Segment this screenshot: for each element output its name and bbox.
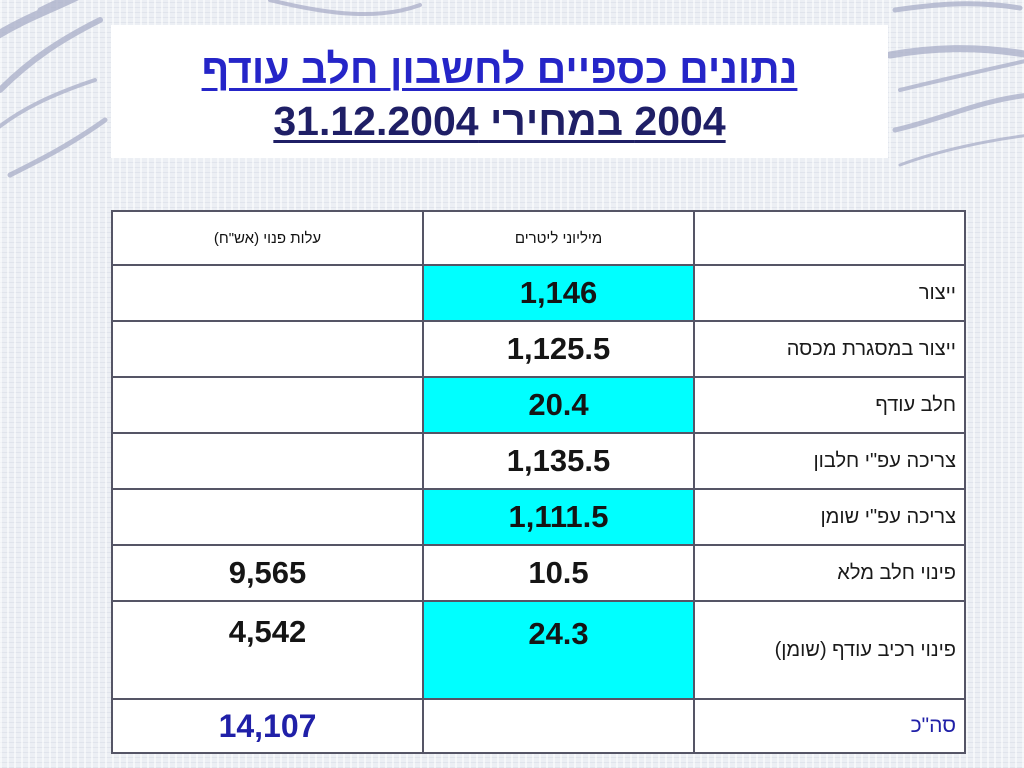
row-cost (111, 432, 424, 490)
page-title: נתונים כספיים לחשבון חלב עודף (201, 46, 798, 92)
row-liters: 1,125.5 (422, 320, 695, 378)
table-row: ייצור במסגרת מכסה 1,125.5 (111, 320, 966, 378)
total-liters (422, 698, 695, 754)
row-cost (111, 320, 424, 378)
page-subtitle: 2004 במחירי 31.12.2004 (273, 98, 726, 144)
table-row: חלב עודף 20.4 (111, 376, 966, 434)
table-row: פינוי רכיב עודף (שומן) 24.3 4,542 (111, 600, 966, 700)
row-cost (111, 264, 424, 322)
table-row: ייצור 1,146 (111, 264, 966, 322)
row-cost: 9,565 (111, 544, 424, 602)
row-liters: 1,111.5 (422, 488, 695, 546)
header-liters: מיליוני ליטרים (422, 210, 695, 266)
row-label: חלב עודף (693, 376, 966, 434)
row-cost (111, 376, 424, 434)
row-label: פינוי חלב מלא (693, 544, 966, 602)
row-liters: 20.4 (422, 376, 695, 434)
row-label: ייצור (693, 264, 966, 322)
row-liters: 10.5 (422, 544, 695, 602)
table-row: צריכה עפ"י חלבון 1,135.5 (111, 432, 966, 490)
row-liters: 24.3 (422, 600, 695, 700)
title-box: נתונים כספיים לחשבון חלב עודף 2004 במחיר… (111, 25, 888, 158)
table-row: פינוי חלב מלא 10.5 9,565 (111, 544, 966, 602)
total-label: סה"כ (693, 698, 966, 754)
row-liters: 1,135.5 (422, 432, 695, 490)
row-cost: 4,542 (111, 600, 424, 700)
row-label: פינוי רכיב עודף (שומן) (693, 600, 966, 700)
table-row: צריכה עפ"י שומן 1,111.5 (111, 488, 966, 546)
financial-data-table: מיליוני ליטרים עלות פנוי (אש"ח) ייצור 1,… (111, 210, 966, 754)
row-label: צריכה עפ"י שומן (693, 488, 966, 546)
table-header-row: מיליוני ליטרים עלות פנוי (אש"ח) (111, 210, 966, 266)
header-label (693, 210, 966, 266)
header-cost: עלות פנוי (אש"ח) (111, 210, 424, 266)
row-cost (111, 488, 424, 546)
row-liters: 1,146 (422, 264, 695, 322)
table-total-row: סה"כ 14,107 (111, 698, 966, 754)
total-cost: 14,107 (111, 698, 424, 754)
row-label: צריכה עפ"י חלבון (693, 432, 966, 490)
row-label: ייצור במסגרת מכסה (693, 320, 966, 378)
